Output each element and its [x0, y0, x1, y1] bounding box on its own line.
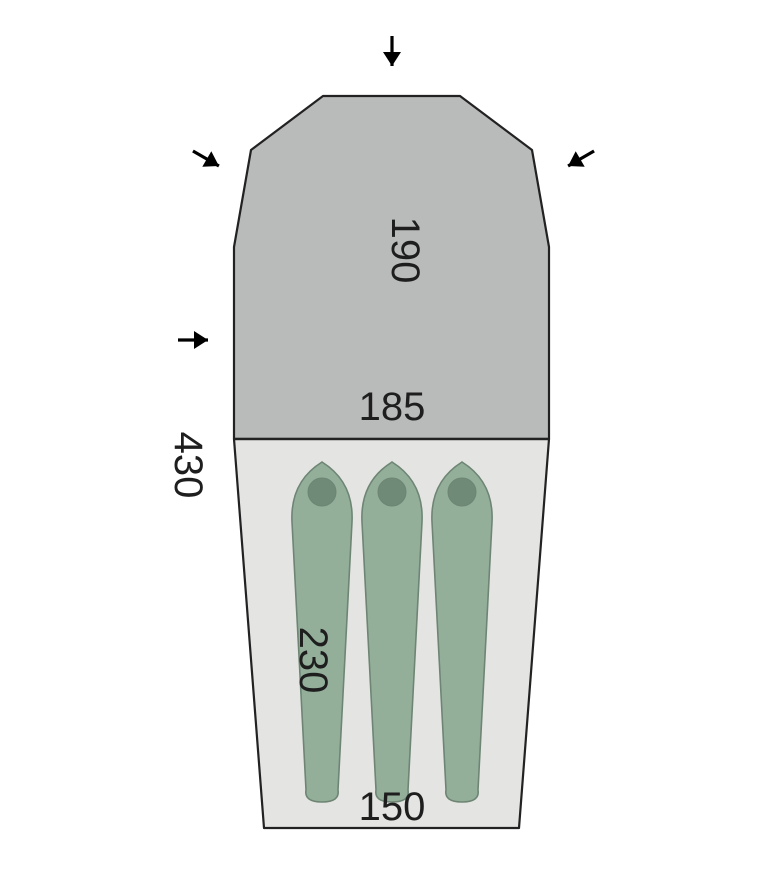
sleeping-bag-head-1	[308, 478, 336, 506]
label-total-length: 430	[166, 432, 210, 499]
sleeping-bag-head-2	[378, 478, 406, 506]
label-vestibule-depth: 190	[383, 217, 427, 284]
label-sleep-length: 230	[291, 627, 335, 694]
label-sleep-width: 150	[359, 785, 426, 829]
sleeping-bag-head-3	[448, 478, 476, 506]
label-vestibule-width: 185	[359, 385, 426, 429]
